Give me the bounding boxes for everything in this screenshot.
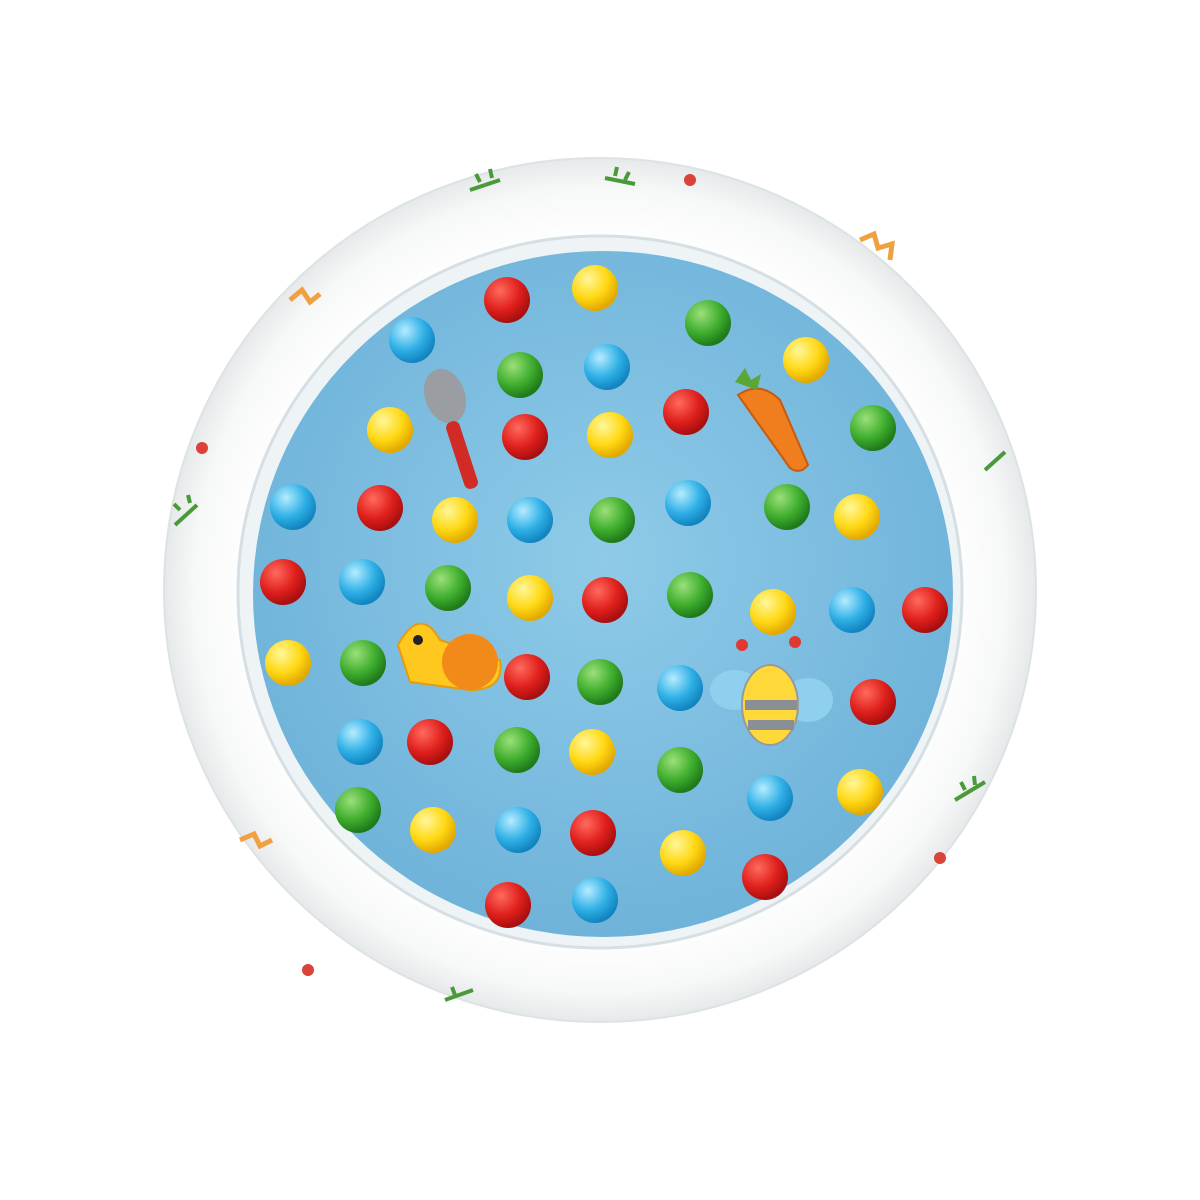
ball <box>834 494 880 540</box>
ball <box>685 300 731 346</box>
ball <box>657 747 703 793</box>
ball <box>742 854 788 900</box>
ball <box>502 414 548 460</box>
leaf-print <box>983 450 1007 472</box>
ball <box>584 344 630 390</box>
ball <box>507 575 553 621</box>
spoon-toy <box>423 368 478 489</box>
ball <box>837 769 883 815</box>
flower-print <box>934 852 946 864</box>
ball <box>497 352 543 398</box>
ball <box>572 877 618 923</box>
leaf-print <box>469 168 501 192</box>
ball <box>270 484 316 530</box>
ball <box>335 787 381 833</box>
sun-print <box>239 830 274 850</box>
ball <box>663 389 709 435</box>
ball <box>582 577 628 623</box>
ball <box>569 729 615 775</box>
flower-print <box>196 442 208 454</box>
ball <box>667 572 713 618</box>
ball <box>902 587 948 633</box>
ball <box>660 830 706 876</box>
ball <box>750 589 796 635</box>
ball <box>589 497 635 543</box>
ball <box>485 882 531 928</box>
leaf-print <box>953 775 987 802</box>
ball <box>357 485 403 531</box>
flower-print <box>302 964 314 976</box>
ball <box>340 640 386 686</box>
sun-print <box>288 286 322 306</box>
ball <box>425 565 471 611</box>
ball <box>570 810 616 856</box>
leaf-print <box>172 494 199 527</box>
ball <box>507 497 553 543</box>
flower-print <box>684 174 696 186</box>
ball <box>484 277 530 323</box>
ball <box>339 559 385 605</box>
leaf-print <box>444 986 474 1002</box>
ball <box>587 412 633 458</box>
ball <box>407 719 453 765</box>
ring-decorations <box>172 166 1007 1002</box>
ball <box>432 497 478 543</box>
bee-toy <box>710 636 833 746</box>
ball <box>260 559 306 605</box>
ball <box>410 807 456 853</box>
ball <box>337 719 383 765</box>
ball <box>367 407 413 453</box>
snail-toy <box>396 622 502 692</box>
carrot-toy <box>735 368 810 472</box>
ball-group <box>260 265 948 928</box>
ball <box>657 665 703 711</box>
ball <box>265 640 311 686</box>
ball <box>850 405 896 451</box>
ball <box>494 727 540 773</box>
ball <box>572 265 618 311</box>
leaf-print <box>604 166 636 186</box>
ball <box>495 807 541 853</box>
ball <box>829 587 875 633</box>
ball <box>665 480 711 526</box>
ball <box>389 317 435 363</box>
ball <box>764 484 810 530</box>
ball <box>783 337 829 383</box>
ball <box>577 659 623 705</box>
ball <box>504 654 550 700</box>
ball <box>850 679 896 725</box>
ball <box>747 775 793 821</box>
sun-print <box>859 230 895 261</box>
